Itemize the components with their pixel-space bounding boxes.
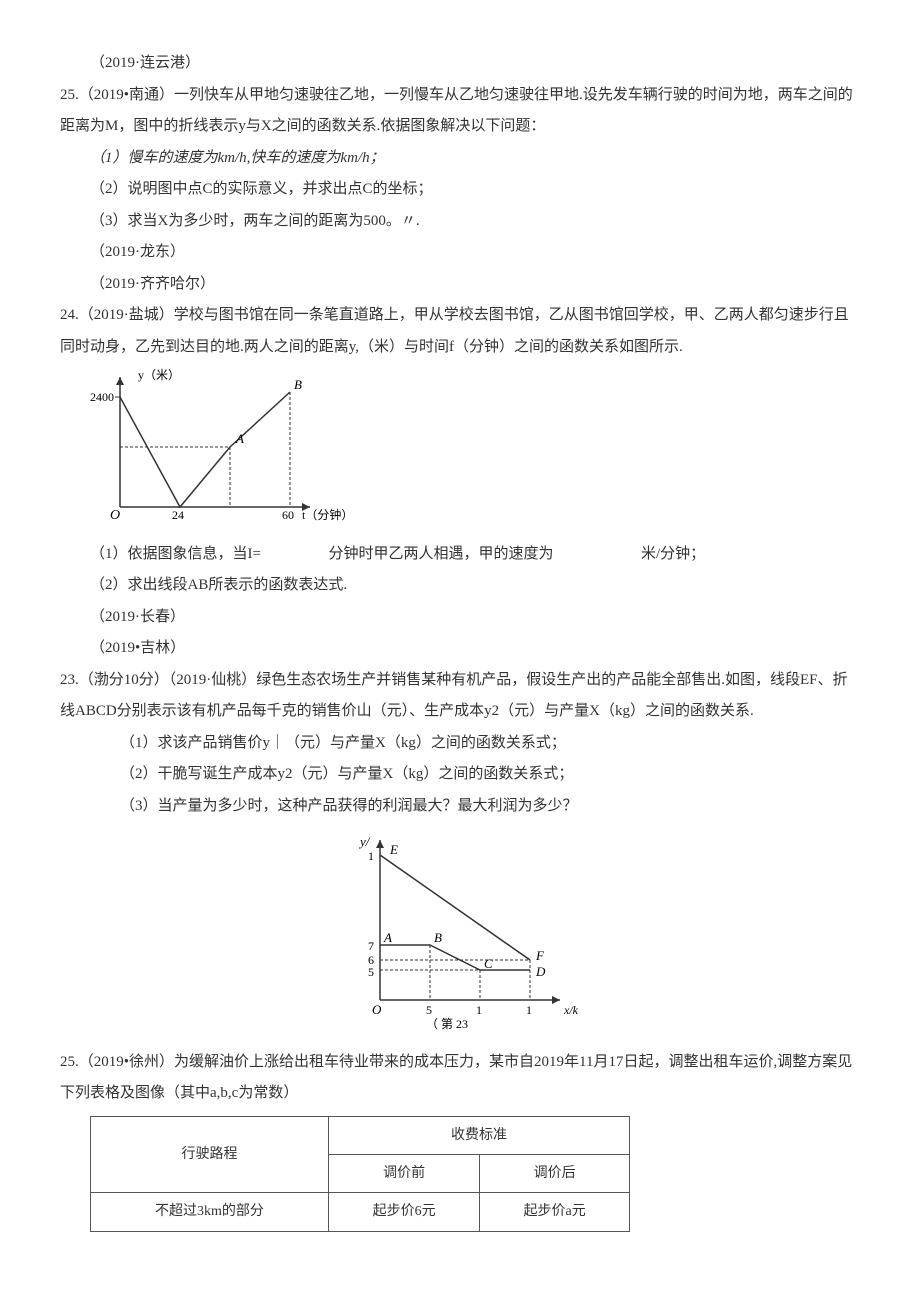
col-fee: 收费标准 <box>328 1116 629 1154</box>
q23-chart: y/ 1 7 6 5 O 5 1 1 x/k E A B C F D （ 第 2… <box>330 830 590 1043</box>
q23-title: 23.（渤分10分）（2019·仙桃）绿色生态农场生产并销售某种有机产品，假设生… <box>60 665 860 728</box>
chart23-x1a: 1 <box>476 1003 482 1017</box>
chart23-xlabel: x/k <box>563 1003 579 1017</box>
chart24-ytick: 2400 <box>90 390 114 404</box>
col-before: 调价前 <box>328 1154 479 1192</box>
q24-title: 24.（2019·盐城）学校与图书馆在同一条笔直道路上，甲从学校去图书馆，乙从图… <box>60 300 860 363</box>
chart23-y1: 1 <box>368 849 374 863</box>
q24-p2: （2）求出线段AB所表示的函数表达式. <box>60 570 860 602</box>
table-row: 不超过3km的部分 起步价6元 起步价a元 <box>91 1193 630 1231</box>
table-row: 行驶路程 收费标准 <box>91 1116 630 1154</box>
q24-p1b: 分钟时甲乙两人相遇，甲的速度为 <box>328 546 553 562</box>
chart24-A: A <box>235 431 244 446</box>
ref-qiqihaer: （2019·齐齐哈尔） <box>60 269 860 301</box>
chart24-x60: 60 <box>282 508 294 522</box>
col-route: 行驶路程 <box>91 1116 329 1193</box>
chart23-caption: （ 第 23 <box>426 1017 468 1030</box>
chart23-A: A <box>383 930 392 945</box>
ref-longdong: （2019·龙东） <box>60 237 860 269</box>
q25-xuzhou-title: 25.（2019•徐州）为缓解油价上涨给出租车待业带来的成本压力，某市自2019… <box>60 1047 860 1110</box>
q25-nantong-title: 25.（2019•南通）一列快车从甲地匀速驶往乙地，一列慢车从乙地匀速驶往甲地.… <box>60 80 860 143</box>
q24-p1: （1）依据图象信息，当I= 分钟时甲乙两人相遇，甲的速度为 米/分钟； <box>60 539 860 571</box>
chart24-origin: O <box>110 508 120 522</box>
chart23-x1b: 1 <box>526 1003 532 1017</box>
q24-p1a: （1）依据图象信息，当I= <box>90 546 261 562</box>
col-after: 调价后 <box>480 1154 630 1192</box>
ref-lianyungang: （2019·连云港） <box>60 48 860 80</box>
chart23-O: O <box>372 1002 382 1017</box>
chart24-ylabel: y（米） <box>138 368 180 382</box>
q25-p2: （2）说明图中点C的实际意义，并求出点C的坐标； <box>60 174 860 206</box>
chart24-xlabel: t（分钟） <box>302 507 350 522</box>
q23-p2: （2）干脆写诞生产成本y2（元）与产量X（kg）之间的函数关系式； <box>90 759 860 791</box>
chart23-C: C <box>484 956 493 971</box>
row1-route: 不超过3km的部分 <box>91 1193 329 1231</box>
q23-p3: （3）当产量为多少时，这种产品获得的利润最大？最大利润为多少？ <box>90 791 860 823</box>
ref-jilin: （2019•吉林） <box>60 633 860 665</box>
q23-p1: （1）求该产品销售价y｜（元）与产量X（kg）之间的函数关系式； <box>90 728 860 760</box>
q25-p1: （1）慢车的速度为km/h,快车的速度为km/h； <box>60 143 860 175</box>
chart23-ylabel: y/ <box>358 834 371 849</box>
ref-changchun: （2019·长春） <box>60 602 860 634</box>
chart23-E: E <box>389 842 398 857</box>
chart23-y5: 5 <box>368 965 374 979</box>
chart23-y7: 7 <box>368 939 374 953</box>
chart23-F: F <box>535 948 545 963</box>
row1-before: 起步价6元 <box>328 1193 479 1231</box>
fare-table: 行驶路程 收费标准 调价前 调价后 不超过3km的部分 起步价6元 起步价a元 <box>90 1116 630 1232</box>
q24-p1c: 米/分钟； <box>641 546 705 562</box>
chart23-x5: 5 <box>426 1003 432 1017</box>
chart24-x24: 24 <box>172 508 184 522</box>
chart23-D: D <box>535 964 546 979</box>
chart23-B: B <box>434 930 442 945</box>
row1-after: 起步价a元 <box>480 1193 630 1231</box>
q24-chart: y（米） 2400 O 24 60 t（分钟） A B <box>90 367 860 535</box>
q25-p3: （3）求当X为多少时，两车之间的距离为500。〃. <box>60 206 860 238</box>
chart24-B: B <box>294 377 302 392</box>
